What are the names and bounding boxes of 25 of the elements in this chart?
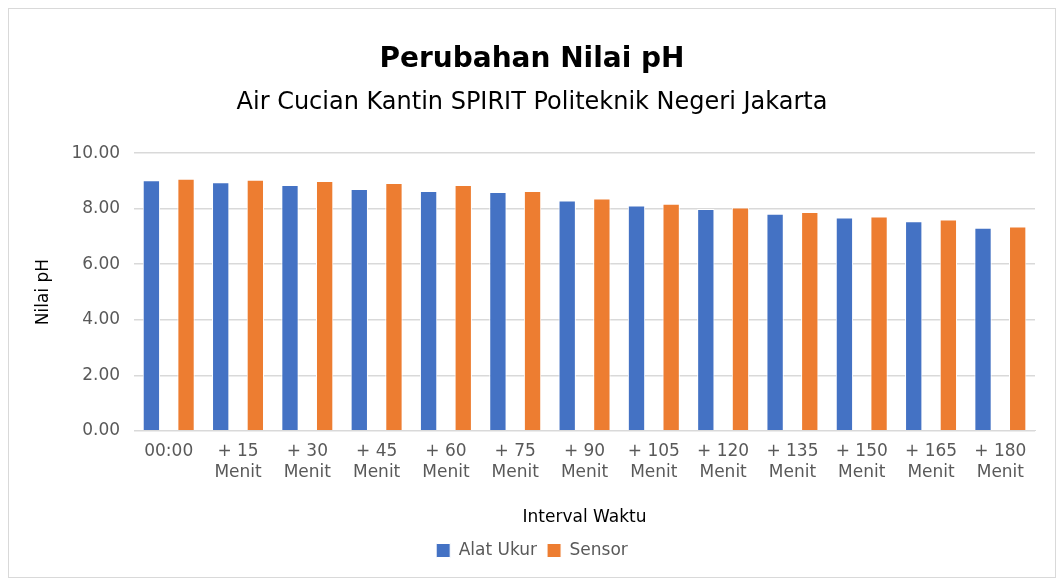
x-tick-label: + 135 Menit xyxy=(766,440,819,481)
legend-label: Alat Ukur xyxy=(458,538,538,559)
y-axis-title: Nilai pH xyxy=(31,258,52,326)
x-tick-label: + 90 Menit xyxy=(560,440,609,481)
x-tick-label: + 30 Menit xyxy=(283,440,332,481)
x-tick-label: + 60 Menit xyxy=(422,440,470,481)
x-tick-label: + 105 Menit xyxy=(627,440,680,481)
y-tick-label: 0.00 xyxy=(82,419,121,440)
x-axis-title: Interval Waktu xyxy=(522,506,647,527)
y-tick-label: 2.00 xyxy=(82,363,121,384)
x-tick-label: + 75 Menit xyxy=(491,440,540,481)
x-tick-label: + 15 Menit xyxy=(214,440,262,481)
x-tick-label: + 180 Menit xyxy=(974,440,1027,481)
x-tick-label: + 150 Menit xyxy=(835,440,888,481)
x-tick-label: 00:00 xyxy=(144,440,194,461)
y-tick-label: 6.00 xyxy=(82,252,121,273)
x-tick-label: + 120 Menit xyxy=(697,440,750,481)
x-tick-label: + 45 Menit xyxy=(352,440,401,481)
y-tick-label: 8.00 xyxy=(82,197,121,218)
x-tick-label: + 165 Menit xyxy=(904,440,958,481)
y-tick-label: 4.00 xyxy=(82,308,121,329)
chart-subtitle: Air Cucian Kantin SPIRIT Politeknik Negeri Jakarta xyxy=(235,87,829,115)
chart-title: Perubahan Nilai pH xyxy=(378,41,686,74)
legend-label: Sensor xyxy=(569,538,628,559)
y-tick-label: 10.00 xyxy=(71,141,121,162)
